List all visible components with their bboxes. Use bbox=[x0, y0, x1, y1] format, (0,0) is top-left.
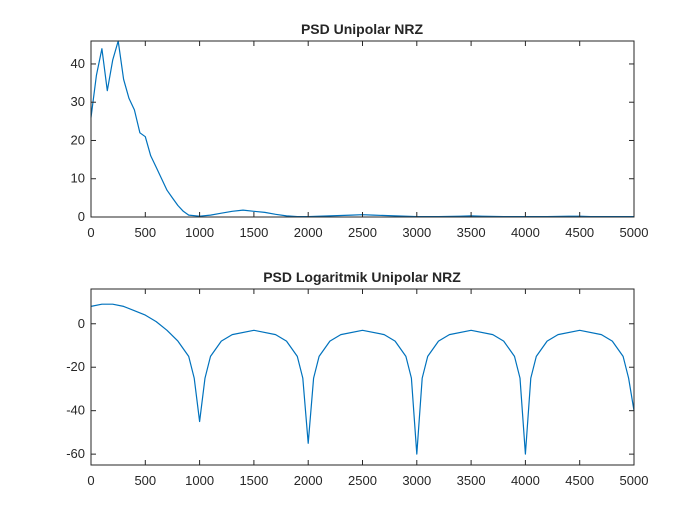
psd-log-x-tick-label: 3500 bbox=[457, 473, 486, 488]
psd-linear-x-tick-label: 1500 bbox=[239, 225, 268, 240]
psd-linear-y-tick-label: 30 bbox=[71, 94, 85, 109]
psd-linear-x-tick-label: 4500 bbox=[565, 225, 594, 240]
psd-log-x-tick-label: 1500 bbox=[239, 473, 268, 488]
psd-linear-series-line bbox=[90, 40, 634, 218]
psd-linear-x-tick-label: 2000 bbox=[294, 225, 323, 240]
psd-linear-x-tick-label: 4000 bbox=[511, 225, 540, 240]
psd-log-x-tick-label: 500 bbox=[134, 473, 156, 488]
psd-linear-y-tick-label: 0 bbox=[78, 209, 85, 224]
psd-log-axes: PSD Logaritmik Unipolar NRZ 0 500 1000 1500… bbox=[66, 269, 648, 488]
psd-log-x-tick-label: 2500 bbox=[348, 473, 377, 488]
psd-linear-y-tick-label: 40 bbox=[71, 56, 85, 71]
psd-linear-x-tick-label: 0 bbox=[87, 225, 94, 240]
psd-log-x-tick-label: 4000 bbox=[511, 473, 540, 488]
psd-linear-x-tick-label: 2500 bbox=[348, 225, 377, 240]
psd-log-y-tick-label: -60 bbox=[66, 446, 85, 461]
psd-log-x-tick-label: 5000 bbox=[620, 473, 649, 488]
psd-linear-y-tick-label: 10 bbox=[71, 171, 85, 186]
psd-log-ticks: 0 500 1000 1500 2000 2500 3000 3500 4000 4500 5000… bbox=[66, 289, 648, 488]
psd-log-series bbox=[90, 303, 635, 455]
psd-linear-y-tick-label: 20 bbox=[71, 132, 85, 147]
psd-linear-series bbox=[90, 40, 634, 218]
psd-linear-x-tick-label: 500 bbox=[134, 225, 156, 240]
psd-linear-x-tick-label: 1000 bbox=[185, 225, 214, 240]
psd-log-series-line bbox=[90, 303, 635, 455]
psd-linear-ticks: 0 500 1000 1500 2000 2500 3000 3500 4000 4500 5000… bbox=[71, 41, 649, 240]
psd-linear-x-tick-label: 3500 bbox=[457, 225, 486, 240]
psd-log-x-tick-label: 2000 bbox=[294, 473, 323, 488]
psd-log-y-tick-label: -40 bbox=[66, 403, 85, 418]
psd-log-title: PSD Logaritmik Unipolar NRZ bbox=[263, 269, 461, 285]
psd-log-x-tick-label: 3000 bbox=[402, 473, 431, 488]
psd-linear-x-tick-label: 3000 bbox=[402, 225, 431, 240]
psd-linear-axes: PSD Unipolar NRZ 0 500 1000 1500 2000 2500 300… bbox=[71, 21, 649, 240]
psd-log-y-tick-label: 0 bbox=[78, 316, 85, 331]
psd-linear-x-tick-label: 5000 bbox=[620, 225, 649, 240]
psd-log-x-tick-label: 4500 bbox=[565, 473, 594, 488]
psd-log-y-tick-label: -20 bbox=[66, 359, 85, 374]
psd-log-x-tick-label: 0 bbox=[87, 473, 94, 488]
psd-log-x-tick-label: 1000 bbox=[185, 473, 214, 488]
psd-linear-title: PSD Unipolar NRZ bbox=[301, 21, 424, 37]
